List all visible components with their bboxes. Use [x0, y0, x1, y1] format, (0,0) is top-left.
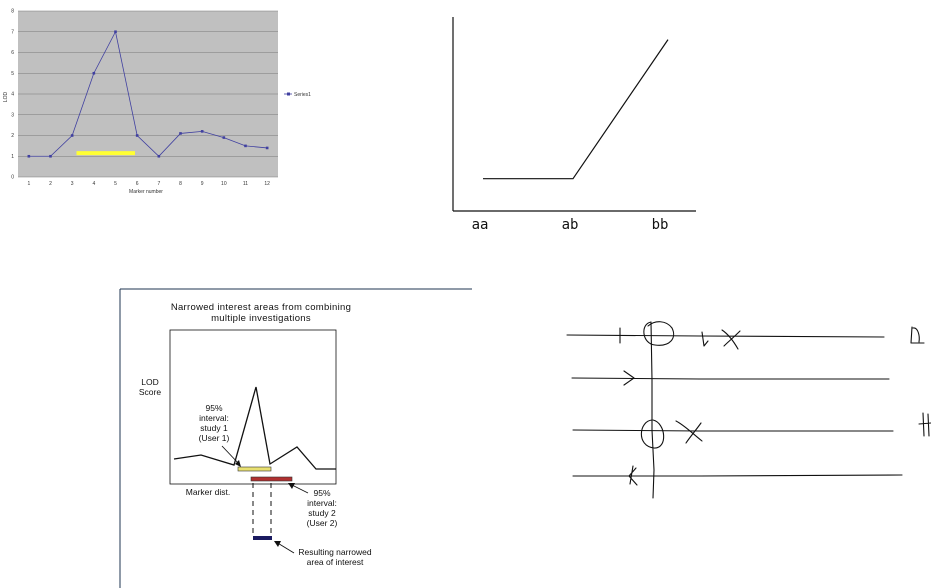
y-tick-label: 0 [11, 175, 14, 181]
series1-point [200, 130, 204, 133]
series1-point [244, 144, 247, 148]
sketch-line-4 [572, 474, 903, 477]
study1-arrow [221, 445, 241, 466]
x-tick-label: 4 [92, 181, 95, 187]
series1-point [27, 154, 31, 158]
sketch-glyph-1 [910, 326, 925, 344]
schematic-title-line2: multiple investigations [211, 313, 311, 324]
sketch-line-3 [572, 429, 894, 432]
x-tick-label: 9 [201, 181, 204, 187]
svg-text:interval:: interval: [199, 413, 229, 423]
svg-text:95%: 95% [205, 403, 222, 413]
study1-interval-bar [237, 466, 272, 472]
y-tick-label: 8 [11, 9, 14, 15]
study2-interval-bar [250, 476, 293, 482]
x-tick-bb: bb [652, 217, 669, 233]
y-tick-label: 6 [11, 50, 14, 56]
sketch-cross-1 [721, 329, 741, 350]
sketch-vertical [650, 321, 655, 499]
genotype-series-line [483, 39, 669, 180]
sketch-mark-1 [701, 331, 709, 347]
y-tick-label: 3 [11, 112, 14, 118]
y-tick-label: 5 [11, 71, 14, 77]
series1-point [179, 132, 182, 135]
x-tick-label: 10 [221, 181, 227, 187]
series1-point [92, 71, 96, 75]
y-tick-labels: 0 1 2 3 4 5 6 7 8 [11, 9, 14, 181]
svg-text:(User 1): (User 1) [199, 433, 230, 443]
series1-point [265, 146, 269, 150]
series1-point [135, 134, 139, 137]
y-tick-label: 7 [11, 29, 14, 35]
y-tick-label: 2 [11, 133, 14, 139]
x-tick-label: 7 [157, 181, 160, 187]
lod-label-line1: LOD [141, 377, 158, 387]
svg-text:study 2: study 2 [308, 508, 336, 518]
series1-point [222, 136, 226, 139]
sketch-line-1 [566, 334, 885, 338]
x-tick-label: 11 [243, 181, 248, 187]
y-tick-label: 1 [11, 154, 14, 160]
series1-point [114, 30, 117, 34]
gridlines [18, 10, 278, 178]
genotype-line-chart: aa ab bb [452, 17, 696, 233]
sketch-circle-1 [643, 321, 675, 346]
sketch-line-2 [571, 377, 890, 380]
series1-point [70, 134, 74, 137]
highlight-interval-bar [76, 151, 135, 156]
study1-arrowhead [235, 460, 241, 467]
x-tick-aa: aa [472, 217, 489, 233]
sketch-mark-4 [628, 465, 638, 486]
x-tick-labels: 1 2 3 4 5 6 7 8 9 10 11 12 [27, 181, 270, 187]
svg-text:(User 2): (User 2) [307, 518, 338, 528]
lod-label-line2: Score [139, 387, 161, 397]
y-tick-label: 4 [11, 92, 14, 98]
x-tick-label: 12 [264, 181, 270, 187]
x-tick-label: 6 [136, 181, 139, 187]
x-tick-label: 2 [49, 181, 52, 187]
resulting-interval-bar [253, 536, 272, 540]
x-tick-label: 8 [179, 181, 182, 187]
svg-text:95%: 95% [313, 488, 330, 498]
marker-dist-label: Marker dist. [186, 487, 230, 497]
series1-line [28, 30, 268, 157]
sketch-arrow-2 [623, 370, 635, 386]
study1-annotation: 95% interval: study 1 (User 1) [199, 403, 230, 443]
sketch-cross-3 [675, 420, 703, 444]
sketch-glyph-2 [918, 412, 931, 437]
result-annotation-line2: area of interest [307, 557, 364, 567]
x-tick-label: 5 [114, 181, 117, 187]
series1-point [157, 154, 161, 158]
x-tick-label: 1 [27, 181, 30, 187]
study2-annotation: 95% interval: study 2 (User 2) [307, 488, 338, 528]
series1-point [49, 154, 52, 158]
sketch-circle-2 [640, 419, 665, 449]
schematic-title-line1: Narrowed interest areas from combining [171, 302, 351, 313]
svg-text:interval:: interval: [307, 498, 337, 508]
legend: Series1 [284, 92, 311, 98]
result-arrowhead [274, 541, 281, 547]
y-axis-label: LOD [3, 91, 9, 102]
result-annotation-line1: Resulting narrowed [298, 547, 372, 557]
x-axis-label: Marker number [129, 189, 163, 195]
svg-text:study 1: study 1 [200, 423, 228, 433]
series1-points [27, 30, 269, 158]
x-tick-label: 3 [71, 181, 74, 187]
x-tick-ab: ab [562, 217, 579, 233]
legend-entry-series1: Series1 [294, 92, 311, 98]
lod-curve [173, 386, 336, 470]
study2-arrowhead [288, 483, 295, 489]
